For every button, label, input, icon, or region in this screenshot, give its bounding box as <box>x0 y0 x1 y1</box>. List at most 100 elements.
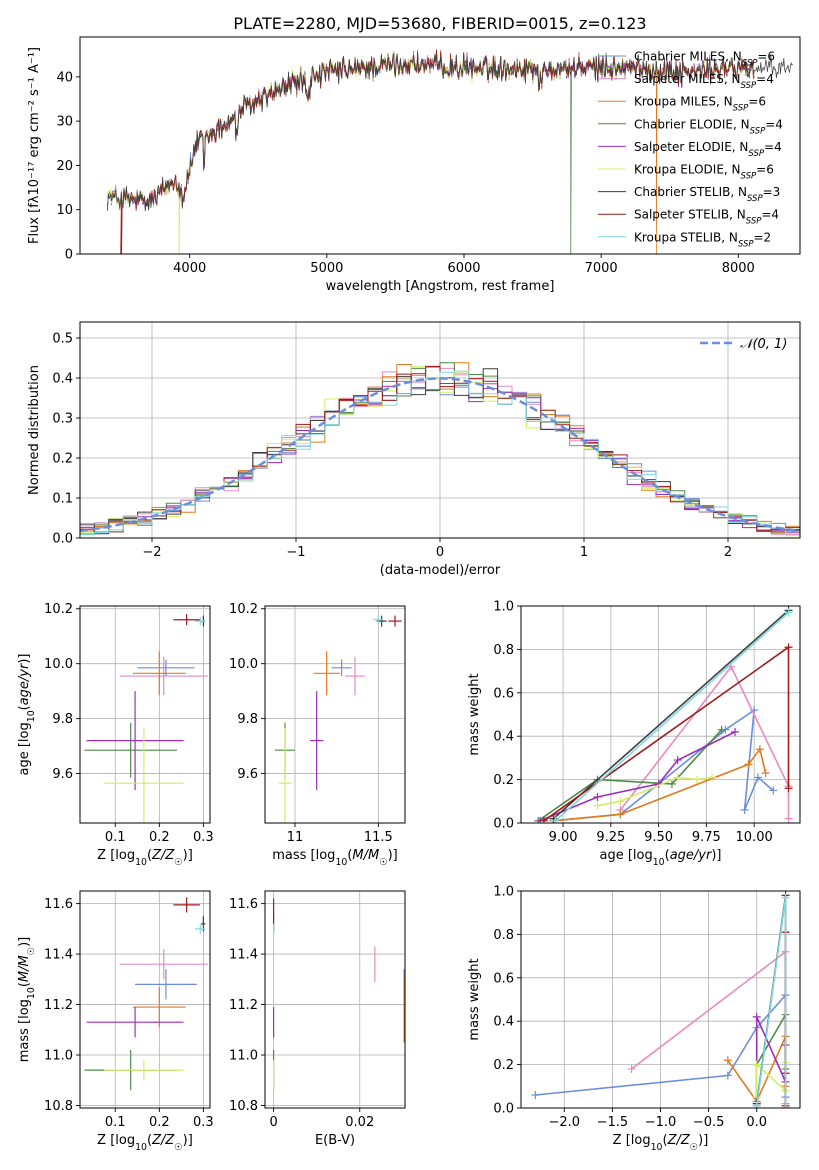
y-axis-label: mass [log10(M/M☉)] <box>17 937 37 1063</box>
weight-marker <box>627 1064 636 1073</box>
y-tick-label: 0 <box>65 248 73 263</box>
errorbar-point <box>173 897 200 913</box>
x-tick-label: −0.5 <box>693 1115 725 1130</box>
legend-label: Salpeter MILES, NSSP=4 <box>634 72 774 91</box>
x-tick-label: 6000 <box>447 261 480 276</box>
y-tick-label: 0.2 <box>52 452 73 467</box>
legend-label: Kroupa ELODIE, NSSP=6 <box>634 163 774 182</box>
errorbar-point <box>132 986 186 1028</box>
weight-marker <box>723 1056 732 1065</box>
axes-frame <box>79 321 801 539</box>
x-tick-label: 0 <box>269 1115 277 1130</box>
y-tick-label: 1.0 <box>493 600 514 615</box>
errorbar-point <box>86 1007 184 1038</box>
y-tick-label: 11.4 <box>44 948 73 963</box>
plot-area <box>534 606 793 823</box>
panel-spectrum: 4000 5000 6000 7000 8000 0 10 20 30 40 wavelength … <box>27 36 801 294</box>
y-tick-label: 10.8 <box>229 1099 258 1114</box>
weight-marker <box>708 773 717 782</box>
weight-marker <box>551 816 560 823</box>
y-tick-label: 10.0 <box>229 657 258 672</box>
plot-area <box>107 49 794 254</box>
weight-marker <box>593 801 602 810</box>
panel-mass_vs_Z: 0.1 0.2 0.3 10.8 11.0 11.2 11.4 11.6 Z [log10(Z/… <box>17 890 214 1153</box>
errorbar-point <box>313 651 340 696</box>
y-tick-label: 10.2 <box>44 602 73 617</box>
x-tick-label: 10.00 <box>736 830 773 845</box>
weight-marker <box>692 775 701 784</box>
weight-marker <box>593 792 602 801</box>
y-tick-label: 0.2 <box>493 1058 514 1073</box>
errorbar-point <box>310 691 324 791</box>
errorbar-point <box>278 728 292 823</box>
legend-label: Chabrier ELODIE, NSSP=4 <box>634 117 783 136</box>
x-tick-label: −1.5 <box>597 1115 629 1130</box>
errorbar-point <box>104 728 184 823</box>
weight-marker <box>717 725 726 734</box>
x-tick-label: 0.1 <box>105 830 126 845</box>
errorbar-point <box>195 923 206 934</box>
y-tick-label: 11.0 <box>229 1049 258 1064</box>
weight-marker <box>673 773 682 782</box>
errorbar-point <box>173 614 200 626</box>
legend-label: Salpeter STELIB, NSSP=4 <box>634 208 779 227</box>
weight-marker <box>740 805 749 814</box>
plot-area <box>80 362 800 537</box>
y-axis-label: Normed distribution <box>27 365 42 495</box>
errorbar-point <box>331 659 352 677</box>
y-tick-label: 11.4 <box>229 948 258 963</box>
weight-line-chabrier-stelib <box>552 609 790 820</box>
y-tick-label: 0.5 <box>52 332 73 347</box>
x-tick-label: 11 <box>287 830 304 845</box>
x-tick-label: 0.2 <box>149 1115 170 1130</box>
y-tick-label: 0.2 <box>493 773 514 788</box>
x-axis-label: age [log10(age/yr)] <box>599 848 721 868</box>
y-axis-label: mass weight <box>467 958 482 1040</box>
y-tick-label: 9.6 <box>237 767 258 782</box>
y-tick-label: 10.8 <box>44 1099 73 1114</box>
x-tick-label: −2.0 <box>549 1115 581 1130</box>
x-tick-label: 9.75 <box>692 830 721 845</box>
weight-marker <box>723 1071 732 1080</box>
y-tick-label: 0.1 <box>52 492 73 507</box>
weight-line-chabrier-miles <box>553 708 774 822</box>
panel-residuals: −2 −1 0 1 2 0.0 0.1 0.2 0.3 0.4 0.5 (data-model)/er… <box>27 321 801 578</box>
y-tick-label: 11.6 <box>44 897 73 912</box>
normal-curve <box>80 377 800 533</box>
errorbar-point <box>345 656 365 696</box>
y-tick-label: 9.6 <box>52 767 73 782</box>
y-tick-label: 0.0 <box>493 817 514 832</box>
y-tick-label: 10.0 <box>44 657 73 672</box>
y-tick-label: 11.2 <box>229 998 258 1013</box>
y-tick-label: 0.6 <box>493 971 514 986</box>
x-axis-label: wavelength [Angstrom, rest frame] <box>326 279 555 294</box>
errorbar-point <box>86 691 184 791</box>
weight-marker <box>752 1012 761 1021</box>
y-tick-label: 10.2 <box>229 602 258 617</box>
y-tick-label: 0.4 <box>52 372 73 387</box>
panel-mass_weight_vs_Z: −2.0 −1.5 −1.0 −0.5 0.0 0.0 0.2 0.4 0.6 0.8 1.0 Z [… <box>467 885 801 1153</box>
x-tick-label: −2 <box>142 545 161 560</box>
weight-marker <box>531 1090 540 1099</box>
x-tick-label: 8000 <box>722 261 755 276</box>
errorbar-point <box>119 949 208 980</box>
x-tick-label: 0.2 <box>149 830 170 845</box>
y-tick-label: 20 <box>56 159 73 174</box>
weight-marker <box>755 745 764 754</box>
x-tick-label: 0.02 <box>345 1115 374 1130</box>
weight-marker <box>744 760 753 769</box>
x-axis-label: Z [log10(Z/Z☉)] <box>97 1133 193 1153</box>
errorbar-point <box>119 656 208 696</box>
x-tick-label: 11.5 <box>364 830 393 845</box>
axes-frame <box>520 605 801 824</box>
weight-marker <box>784 814 793 823</box>
weight-marker <box>731 727 740 736</box>
y-tick-label: 0.6 <box>493 686 514 701</box>
x-tick-label: 0.1 <box>105 1115 126 1130</box>
weight-marker <box>761 769 770 778</box>
errorbar-point <box>135 969 197 1000</box>
y-tick-label: 40 <box>56 70 73 85</box>
x-axis-label: E(B-V) <box>315 1133 355 1148</box>
x-tick-label: −1.0 <box>645 1115 677 1130</box>
x-tick-label: 9.25 <box>596 830 625 845</box>
